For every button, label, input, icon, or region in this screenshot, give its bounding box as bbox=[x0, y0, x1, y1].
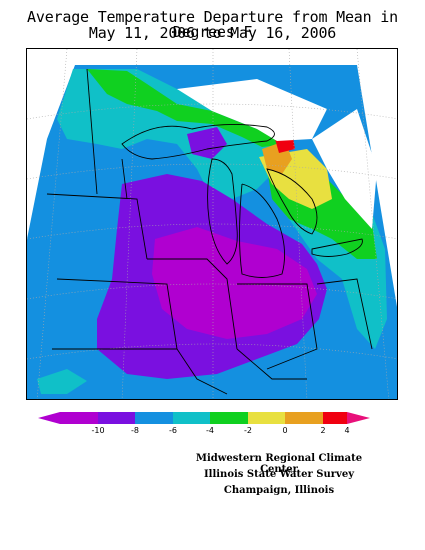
legend-swatch-6 bbox=[248, 412, 285, 424]
credit-line-1: Midwestern Regional Climate Center bbox=[195, 453, 363, 475]
legend-colorbar bbox=[38, 412, 370, 424]
region-nodata-ne bbox=[312, 109, 377, 229]
map-title-line-2: May 11, 2006 to May 16, 2006 bbox=[88, 24, 337, 42]
legend-swatch-5 bbox=[210, 412, 248, 424]
legend-label: -8 bbox=[131, 426, 139, 435]
credit-line-3: Champaign, Illinois bbox=[223, 485, 335, 496]
map-canvas bbox=[27, 49, 397, 399]
region-magenta bbox=[152, 227, 317, 339]
graticule bbox=[27, 49, 397, 399]
legend-label: -6 bbox=[169, 426, 177, 435]
region-nodata-n bbox=[177, 79, 327, 141]
legend-arrow-right bbox=[347, 412, 370, 424]
region-green-north bbox=[87, 69, 289, 147]
legend-label: -2 bbox=[244, 426, 252, 435]
legend-arrow-left bbox=[38, 412, 60, 424]
legend-swatch-4 bbox=[173, 412, 210, 424]
legend-label: -10 bbox=[91, 426, 105, 435]
legend-swatch-2 bbox=[98, 412, 135, 424]
legend-swatch-3 bbox=[135, 412, 173, 424]
legend-swatch-7 bbox=[285, 412, 323, 424]
legend-label: -4 bbox=[206, 426, 214, 435]
legend-swatch-1 bbox=[60, 412, 98, 424]
region-cyan-north bbox=[57, 69, 277, 199]
credit-line-2: Illinois State Water Survey bbox=[203, 469, 355, 480]
state-boundaries bbox=[46, 68, 373, 395]
legend-swatch-8 bbox=[323, 412, 347, 424]
legend-label: 2 bbox=[320, 426, 326, 435]
legend-label: 4 bbox=[344, 426, 350, 435]
region-purple-north bbox=[187, 127, 227, 159]
region-red bbox=[275, 137, 295, 153]
temperature-departure-map bbox=[26, 48, 398, 400]
legend-label: 0 bbox=[282, 426, 288, 435]
map-title-line-1: Average Temperature Departure from Mean … bbox=[27, 8, 398, 41]
region-cyan-sw bbox=[37, 369, 87, 394]
